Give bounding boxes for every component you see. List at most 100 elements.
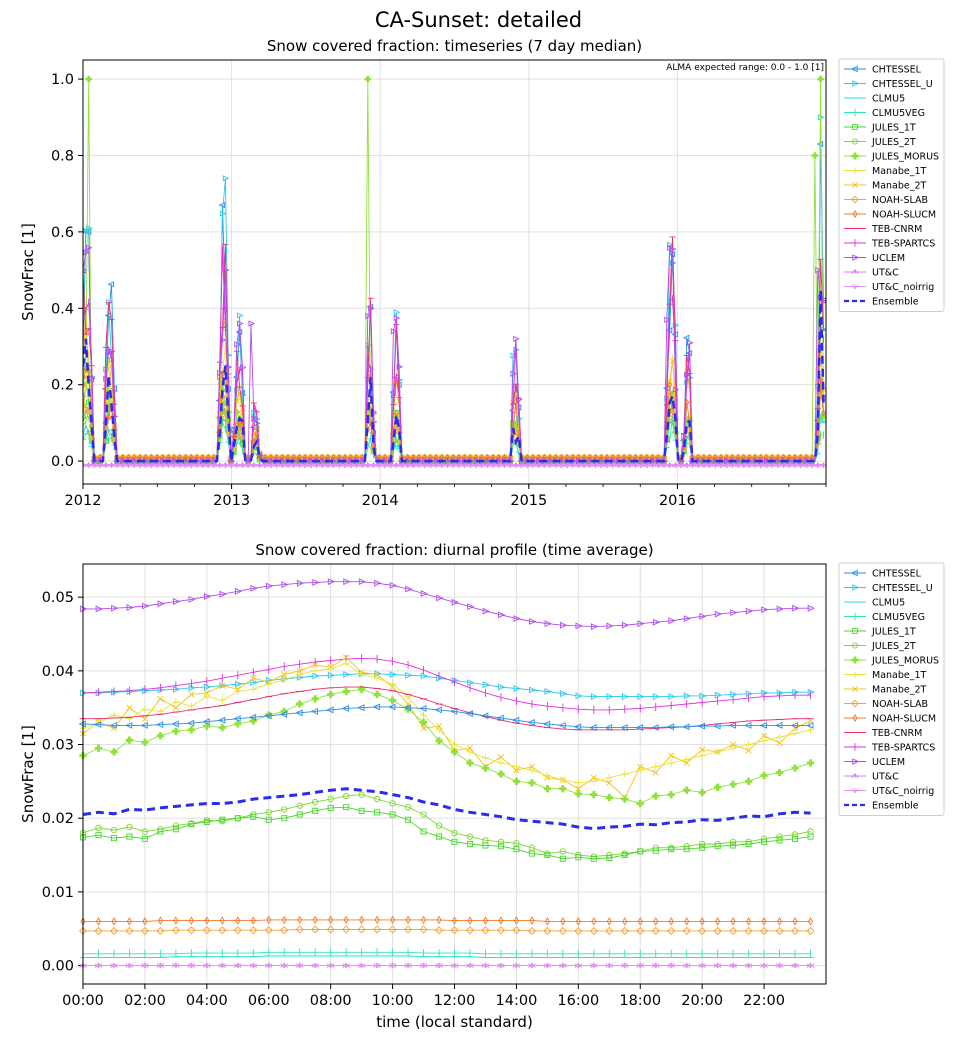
ts-point-ut-c-noirrig (501, 463, 508, 469)
ts-point-ut-c-noirrig (290, 463, 298, 469)
dp-point-noah-slab (481, 926, 490, 935)
dp-point-manabe-1t (714, 748, 722, 756)
dp-xtick-label: 18:00 (619, 993, 661, 1009)
ts-point-uclem (396, 363, 404, 370)
ts-legend-label-ensemble: Ensemble (872, 297, 919, 308)
dp-point-noah-slucm (746, 917, 752, 926)
dp-point-manabe-2t (296, 667, 303, 674)
dp-point-chtessel (310, 707, 319, 715)
ts-ytick-label: 0.8 (51, 148, 74, 164)
ts-point-ut-c-noirrig (649, 463, 656, 469)
dp-point-chtessel-u (389, 671, 398, 678)
ts-point-ut-c-noirrig (666, 463, 674, 469)
ts-point-uclem (664, 316, 671, 323)
dp-point-ut-c-noirrig (791, 963, 799, 969)
dp-point-jules-2t (513, 840, 520, 847)
ts-point-ut-c-noirrig (529, 463, 537, 469)
ts-point-uclem (211, 457, 219, 465)
ts-ytick-label: 0.6 (51, 225, 74, 241)
dp-point-chtessel-u (683, 692, 692, 700)
dp-point-jules-1t (188, 821, 195, 828)
dp-point-chtessel (744, 721, 752, 729)
ts-point-uclem (219, 337, 227, 344)
ts-point-chtessel-u (86, 224, 93, 232)
dp-point-jules-morus (760, 771, 768, 780)
dp-point-jules-morus (806, 759, 815, 767)
ts-point-manabe-1t (686, 398, 693, 405)
ts-ytick-label: 0.4 (51, 301, 74, 317)
dp-point-jules-2t (791, 831, 799, 838)
dp-point-chtessel-u (606, 693, 614, 701)
dp-point-uclem (621, 621, 630, 629)
dp-point-noah-slab (465, 926, 475, 935)
dp-point-jules-1t (466, 841, 473, 848)
timeseries-panel: 2012 2013 2014 2015 2016 0.0 0.2 0.4 0.6 0.8 1.0 Sn… (19, 37, 827, 509)
dp-legend-label-teb-cnrm: TEB-CNRM (871, 728, 922, 739)
dp-point-noah-slab (264, 926, 273, 935)
ts-point-ut-c-noirrig (632, 463, 639, 469)
ts-point-ut-c-noirrig (119, 463, 127, 469)
dp-point-noah-slab (404, 925, 413, 934)
dp-legend-label-chtessel-u: CHTESSEL_U (872, 583, 933, 594)
ts-point-jules-morus (680, 448, 688, 455)
dp-point-noah-slucm (451, 916, 458, 925)
dp-point-chtessel (341, 704, 349, 712)
dp-point-noah-slab (156, 926, 165, 935)
dp-point-chtessel (666, 723, 675, 731)
ts-point-ut-c-noirrig (222, 463, 229, 469)
ts-legend-marker-noah-slab (851, 195, 859, 204)
dp-plot-area (78, 578, 815, 969)
dp-point-noah-slab (682, 926, 691, 935)
dp-point-chtessel-u (575, 692, 583, 700)
dp-point-chtessel (775, 721, 783, 729)
dp-xtick-label: 04:00 (186, 993, 228, 1009)
dp-point-jules-1t (497, 843, 504, 850)
dp-point-noah-slab (636, 926, 645, 935)
timeseries-legend: CHTESSEL CHTESSEL_U CLMU5 CLMU5VEG JULES_1T J… (838, 58, 945, 312)
ts-legend-label-teb-spartcs: TEB-SPARTCS (871, 239, 935, 250)
dp-point-ut-c-noirrig (156, 963, 165, 969)
dp-point-chtessel (481, 712, 489, 720)
dp-point-jules-1t (95, 832, 102, 839)
dp-point-uclem (405, 585, 413, 593)
dp-point-jules-morus (652, 792, 660, 800)
dp-point-chtessel-u (745, 690, 754, 698)
dp-point-ut-c-noirrig (234, 963, 242, 969)
ts-range-annotation: ALMA expected range: 0.0 - 1.0 [1] (666, 63, 824, 73)
dp-point-chtessel (403, 704, 411, 712)
dp-xtick-label: 02:00 (124, 993, 166, 1009)
dp-point-jules-morus (435, 737, 443, 745)
dp-point-noah-slab (667, 926, 676, 935)
dp-point-noah-slab (125, 926, 134, 935)
dp-point-uclem (157, 600, 165, 608)
ts-point-ut-c-noirrig (392, 463, 400, 469)
dp-point-noah-slab (698, 926, 707, 935)
ts-plot-area (83, 75, 826, 469)
dp-legend-marker-manabe-1t (851, 671, 859, 678)
dp-point-chtessel-u (637, 693, 645, 701)
dp-point-noah-slab (388, 925, 397, 934)
dp-point-noah-slab (512, 926, 521, 935)
dp-point-uclem (173, 598, 181, 606)
dp-point-manabe-1t (389, 680, 396, 688)
dp-point-chtessel (124, 721, 133, 729)
dp-point-noah-slucm (188, 916, 194, 925)
dp-point-jules-morus (528, 779, 536, 787)
ts-point-jules-morus (811, 152, 819, 159)
dp-point-manabe-1t (621, 770, 629, 778)
ts-point-uclem (724, 457, 731, 465)
dp-point-noah-slucm (173, 916, 179, 925)
dp-point-jules-morus (590, 790, 598, 799)
dp-point-jules-morus (683, 786, 691, 794)
dp-point-jules-1t (451, 838, 458, 845)
dp-point-chtessel-u (250, 679, 258, 687)
dp-point-uclem (730, 609, 738, 617)
dp-point-jules-morus (559, 785, 567, 793)
dp-point-jules-1t (513, 846, 520, 853)
dp-point-jules-1t (327, 804, 334, 811)
ts-point-ut-c-noirrig (404, 463, 412, 469)
dp-point-noah-slucm (312, 915, 318, 925)
dp-legend-marker-jules-morus (851, 656, 859, 664)
dp-point-ut-c-noirrig (651, 963, 660, 969)
dp-point-uclem (312, 578, 320, 586)
